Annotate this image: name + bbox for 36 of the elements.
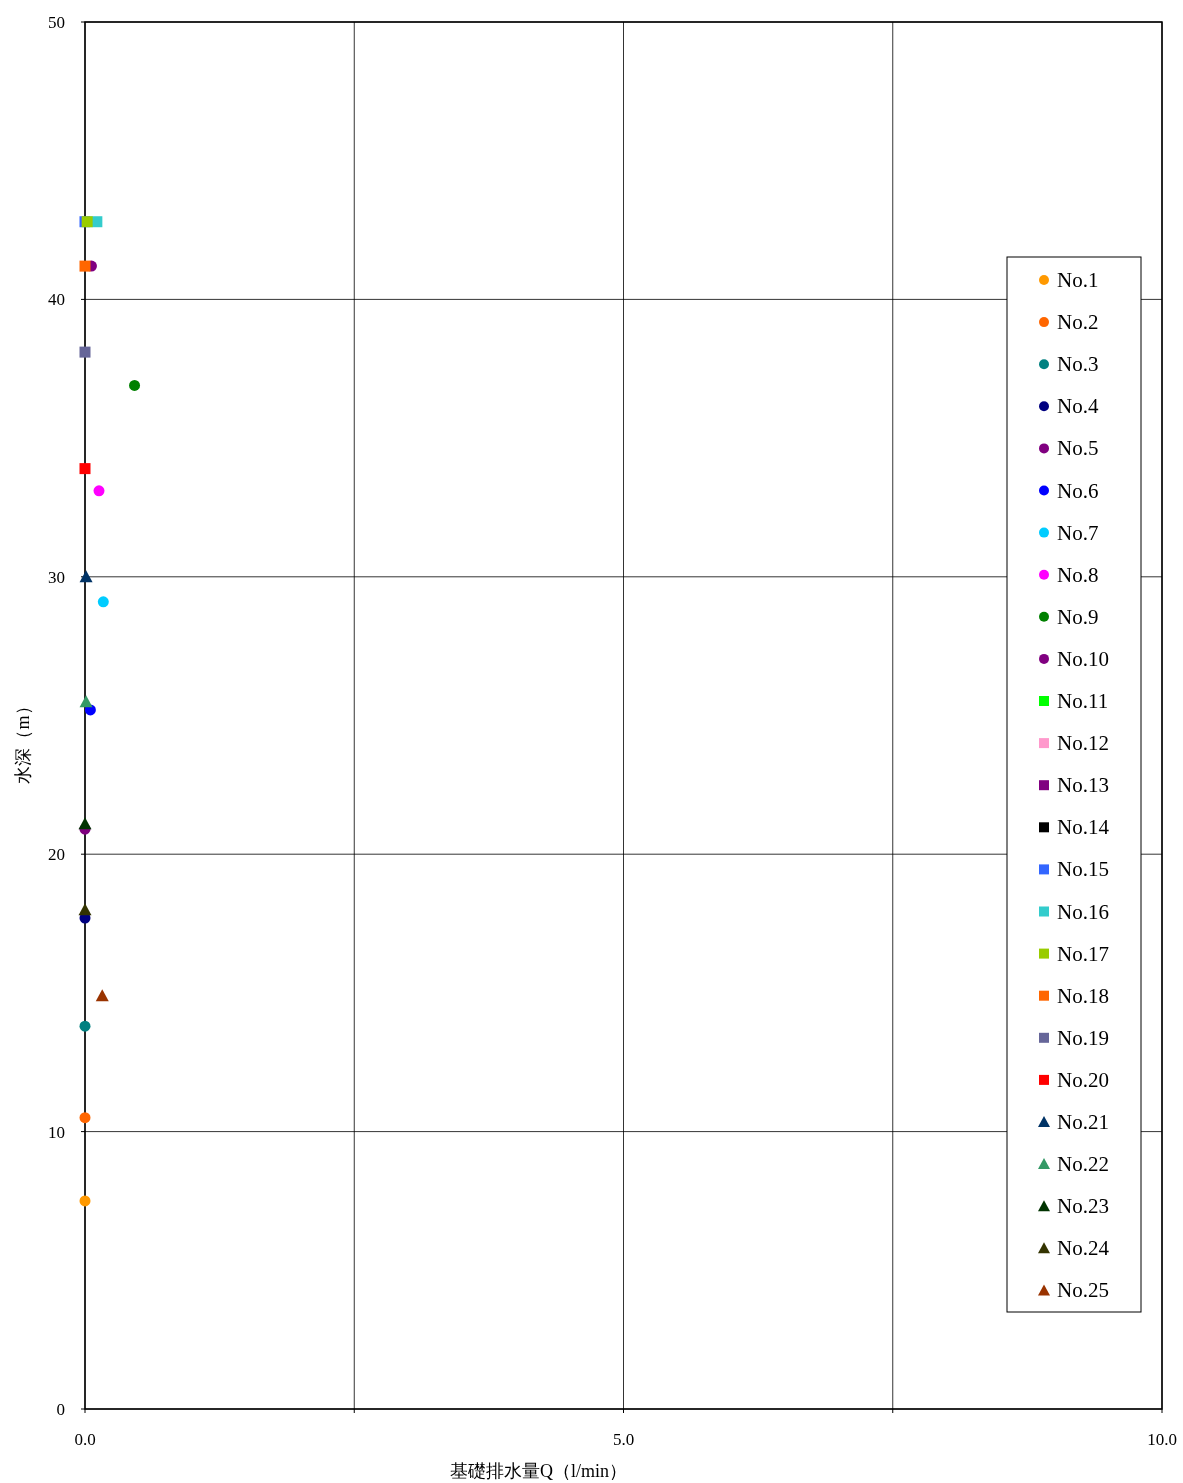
legend-label: No.3 xyxy=(1057,352,1099,377)
legend-label: No.2 xyxy=(1057,310,1099,335)
y-tick-label: 0 xyxy=(56,1400,65,1419)
legend-label: No.14 xyxy=(1057,815,1110,840)
legend-label: No.5 xyxy=(1057,436,1099,461)
y-tick-label: 40 xyxy=(48,290,65,310)
x-tick-label: 10.0 xyxy=(1147,1430,1177,1449)
y-axis-title: 水深（m） xyxy=(13,697,33,784)
legend-label: No.18 xyxy=(1057,983,1109,1008)
legend-label: No.15 xyxy=(1057,857,1109,882)
legend-label: No.23 xyxy=(1057,1194,1109,1219)
y-tick-label: 20 xyxy=(48,845,65,865)
legend-label: No.21 xyxy=(1057,1110,1109,1134)
x-axis-title: 基礎排水量Q（l/min） xyxy=(449,1461,628,1481)
legend-label: No.9 xyxy=(1057,604,1099,629)
x-tick-label: 5.0 xyxy=(612,1430,635,1449)
legend-label: No.8 xyxy=(1057,562,1099,587)
legend-label: No.17 xyxy=(1057,941,1109,966)
legend-label: No.13 xyxy=(1057,773,1109,798)
legend-label: No.12 xyxy=(1057,731,1109,756)
legend-label: No.22 xyxy=(1057,1152,1109,1177)
legend-label: No.4 xyxy=(1057,394,1099,419)
legend-label: No.24 xyxy=(1057,1236,1110,1261)
legend-label: No.20 xyxy=(1057,1067,1109,1092)
y-tick-label: 30 xyxy=(48,567,65,587)
legend-label: No.19 xyxy=(1057,1025,1109,1050)
legend-label: No.1 xyxy=(1057,268,1099,292)
legend-label: No.11 xyxy=(1057,689,1109,713)
legend-label: No.10 xyxy=(1057,646,1109,671)
x-tick-label: 0.0 xyxy=(74,1430,96,1449)
y-tick-label: 50 xyxy=(48,13,65,32)
legend-label: No.25 xyxy=(1057,1278,1109,1303)
legend-label: No.6 xyxy=(1057,478,1099,503)
legend-label: No.16 xyxy=(1057,899,1109,924)
y-tick-label: 10 xyxy=(48,1122,65,1142)
legend-label: No.7 xyxy=(1057,520,1099,545)
